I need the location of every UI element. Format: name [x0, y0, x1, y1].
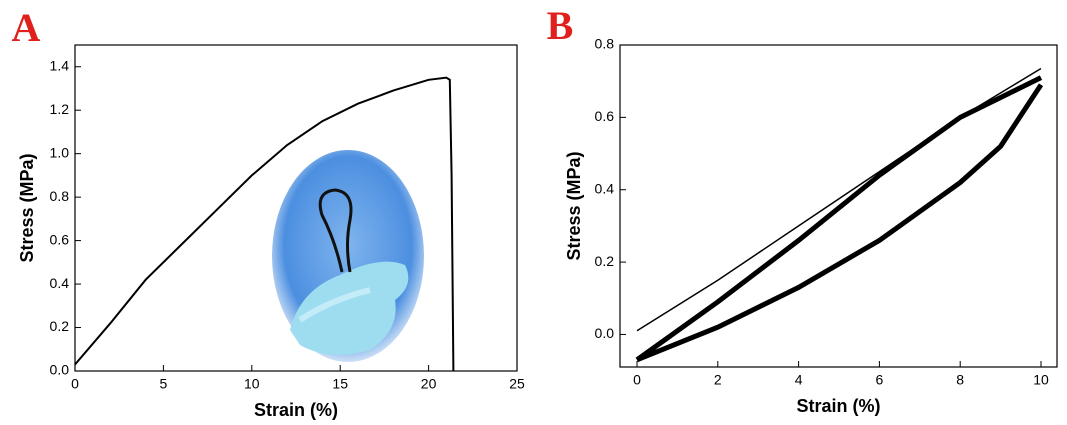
x-tick-label: 25: [509, 376, 525, 392]
y-tick-label: 0.0: [50, 362, 70, 378]
y-tick-label: 0.6: [595, 108, 615, 124]
y-tick-label: 0.4: [595, 180, 615, 196]
x-axis-title: Strain (%): [254, 400, 338, 420]
y-tick-label: 0.0: [595, 325, 615, 341]
y-axis-title: Stress (MPa): [564, 151, 584, 260]
data-line: [635, 75, 1043, 362]
x-tick-label: 8: [956, 372, 964, 388]
x-tick-label: 10: [244, 376, 260, 392]
inset-photo: [272, 150, 424, 362]
y-tick-label: 1.2: [50, 101, 70, 117]
plot-frame: [74, 44, 518, 372]
x-tick-label: 15: [332, 376, 348, 392]
data-line: [636, 83, 1044, 363]
y-axis-title: Stress (MPa): [17, 153, 37, 262]
y-tick-label: 0.8: [595, 36, 615, 52]
x-tick-label: 20: [421, 376, 437, 392]
data-line: [74, 76, 455, 372]
x-tick-label: 6: [876, 372, 884, 388]
y-tick-label: 1.4: [50, 57, 70, 73]
y-tick-label: 0.2: [50, 318, 70, 334]
y-tick-label: 0.4: [50, 275, 70, 291]
y-tick-label: 1.0: [50, 144, 70, 160]
x-tick-label: 0: [71, 376, 79, 392]
x-tick-label: 5: [160, 376, 168, 392]
panel-label: A: [12, 5, 41, 50]
x-tick-label: 10: [1033, 372, 1049, 388]
y-tick-label: 0.8: [50, 188, 70, 204]
x-axis-title: Strain (%): [796, 396, 880, 416]
y-tick-label: 0.6: [50, 231, 70, 247]
y-tick-label: 0.2: [595, 253, 615, 269]
x-tick-label: 4: [795, 372, 803, 388]
x-tick-label: 0: [633, 372, 641, 388]
panel-label: B: [547, 3, 574, 48]
plot-frame: [619, 44, 1058, 368]
x-tick-label: 2: [714, 372, 722, 388]
